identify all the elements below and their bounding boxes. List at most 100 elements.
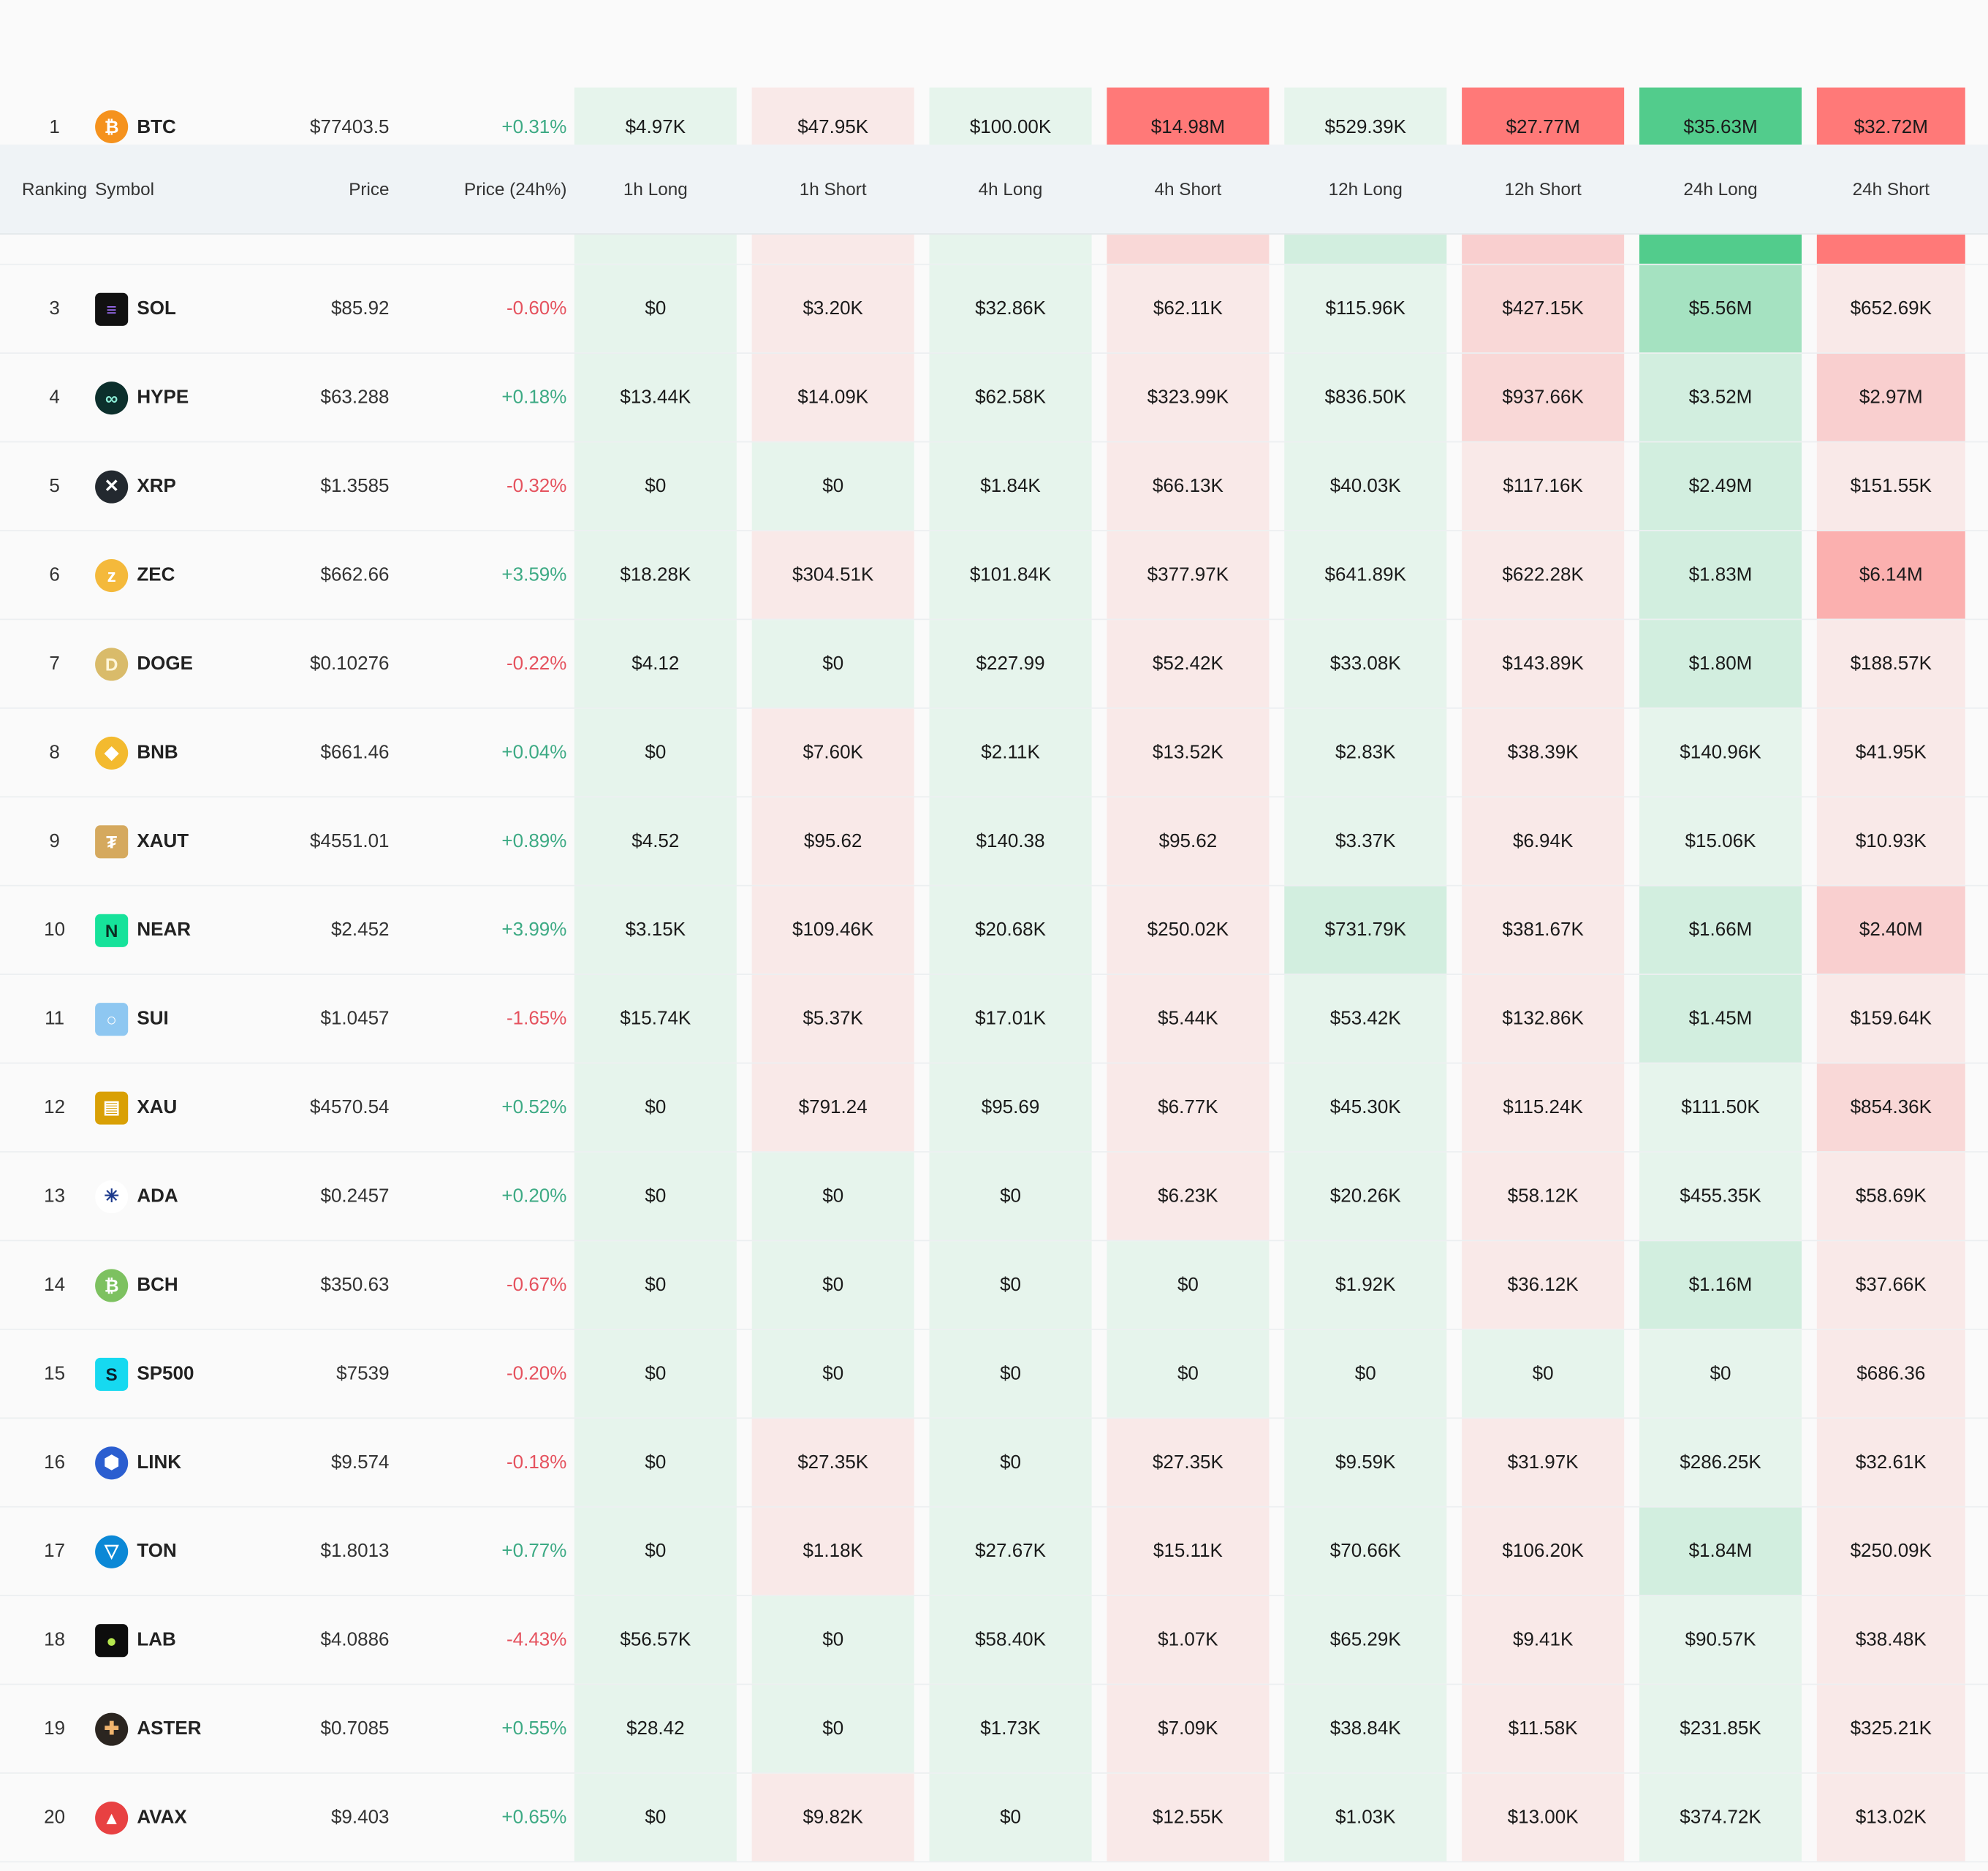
header-12h-long[interactable]: 12h Long (1328, 178, 1403, 200)
cell-heat-bg (1816, 1507, 1965, 1595)
symbol-ticker[interactable]: DOGE (137, 653, 193, 675)
table-row[interactable]: 1 ₿ BTC $77403.5 +0.31% $4.97K $47.95K $100.00K… (0, 87, 1988, 146)
liquidation-value-cell: $304.51K (792, 563, 874, 586)
cell-heat-bg (929, 1595, 1092, 1684)
symbol-ticker[interactable]: XAUT (137, 830, 189, 852)
ranking-cell: 17 (44, 1540, 66, 1563)
liquidation-value-cell: $31.97K (1507, 1451, 1579, 1473)
symbol-ticker[interactable]: ADA (137, 1185, 178, 1207)
table-row[interactable]: 7 D DOGE $0.10276 -0.22% $4.12 $0 $227.99 $52.42… (0, 620, 1988, 709)
header-24h-long[interactable]: 24h Long (1683, 178, 1758, 200)
symbol-ticker[interactable]: AVAX (137, 1806, 187, 1829)
header-4h-short[interactable]: 4h Short (1154, 178, 1222, 200)
cell-heat-bg (1462, 1507, 1625, 1595)
symbol-ticker[interactable]: ASTER (137, 1718, 202, 1740)
header-1h-long[interactable]: 1h Long (623, 178, 688, 200)
cell-heat-bg (1639, 1152, 1802, 1240)
symbol-ticker[interactable]: LAB (137, 1629, 176, 1651)
header-12h-short[interactable]: 12h Short (1504, 178, 1582, 200)
symbol-ticker[interactable]: XAU (137, 1096, 178, 1119)
cell-heat-bg (929, 233, 1092, 264)
cell-heat-bg (751, 886, 914, 974)
ranking-cell: 16 (44, 1451, 66, 1473)
table-row[interactable]: 4 ∞ HYPE $63.288 +0.18% $13.44K $14.09K $62.58K… (0, 353, 1988, 443)
liquidation-value-cell: $9.59K (1335, 1451, 1396, 1473)
liquidation-value-cell: $58.40K (975, 1629, 1047, 1651)
table-row[interactable]: 10 N NEAR $2.452 +3.99% $3.15K $109.46K $20.68K… (0, 886, 1988, 975)
dogecoin-icon: D (95, 647, 129, 680)
liquidation-value-cell: $111.50K (1681, 1096, 1760, 1119)
symbol-ticker[interactable]: SOL (137, 297, 176, 320)
cell-heat-bg (574, 87, 737, 146)
table-row[interactable]: 20 ▲ AVAX $9.403 +0.65% $0 $9.82K $0 $12.55K $1.0… (0, 1773, 1988, 1863)
symbol-ticker[interactable]: BCH (137, 1274, 178, 1296)
liquidation-value-cell: $13.02K (1855, 1806, 1927, 1829)
symbol-ticker[interactable]: NEAR (137, 919, 191, 941)
table-row[interactable]: 19 ✚ ASTER $0.7085 +0.55% $28.42 $0 $1.73K $7.09… (0, 1685, 1988, 1774)
cell-heat-bg (1816, 1329, 1965, 1418)
liquidation-value-cell: $529.39K (1324, 116, 1406, 139)
cell-heat-bg (1284, 233, 1447, 264)
table-row[interactable]: 3 ≡ SOL $85.92 -0.60% $0 $3.20K $32.86K $62.11K $… (0, 265, 1988, 354)
price-change-cell: -0.60% (506, 297, 567, 320)
symbol-ticker[interactable]: SP500 (137, 1362, 194, 1385)
cell-heat-bg (1462, 708, 1625, 797)
table-row[interactable]: 11 ○ SUI $1.0457 -1.65% $15.74K $5.37K $17.01K $… (0, 974, 1988, 1064)
table-row[interactable]: 9 ₮ XAUT $4551.01 +0.89% $4.52 $95.62 $140.38 $9… (0, 797, 1988, 887)
table-row[interactable]: 17 ▽ TON $1.8013 +0.77% $0 $1.18K $27.67K $15.11… (0, 1507, 1988, 1596)
cell-heat-bg (574, 265, 737, 353)
table-row[interactable]: 16 ⬢ LINK $9.574 -0.18% $0 $27.35K $0 $27.35K $9.… (0, 1419, 1988, 1508)
header-24h-short[interactable]: 24h Short (1852, 178, 1930, 200)
symbol-ticker[interactable]: TON (137, 1540, 177, 1563)
cell-heat-bg (1284, 1329, 1447, 1418)
xrp-icon: ✕ (95, 469, 129, 503)
table-row[interactable]: 18 ● LAB $4.0886 -4.43% $56.57K $0 $58.40K $1.07… (0, 1595, 1988, 1685)
liquidation-value-cell: $115.96K (1325, 297, 1406, 320)
liquidation-value-cell: $2.11K (981, 741, 1040, 764)
header-change[interactable]: Price (24h%) (464, 178, 567, 200)
liquidation-value-cell: $686.36 (1856, 1362, 1926, 1385)
header-4h-long[interactable]: 4h Long (978, 178, 1043, 200)
header-price[interactable]: Price (349, 178, 390, 200)
cell-heat-bg (751, 1063, 914, 1152)
table-row[interactable]: 15 S SP500 $7539 -0.20% $0 $0 $0 $0 $0 $0 $0 $686.36 (0, 1329, 1988, 1419)
header-ranking[interactable]: Ranking (22, 178, 88, 200)
table-row[interactable]: 8 ◆ BNB $661.46 +0.04% $0 $7.60K $2.11K $13.52K $… (0, 708, 1988, 798)
cell-heat-bg (1639, 886, 1802, 974)
symbol-ticker[interactable]: SUI (137, 1008, 169, 1030)
cell-heat-bg (1816, 1241, 1965, 1329)
liquidation-value-cell: $41.95K (1855, 741, 1927, 764)
cell-heat-bg (1462, 1329, 1625, 1418)
cell-heat-bg (574, 974, 737, 1063)
table-row[interactable]: 13 ✳ ADA $0.2457 +0.20% $0 $0 $0 $6.23K $20.26K $5… (0, 1152, 1988, 1242)
symbol-ticker[interactable]: ZEC (137, 563, 175, 586)
table-row[interactable]: 6 z ZEC $662.66 +3.59% $18.28K $304.51K $101.84… (0, 531, 1988, 620)
liquidation-value-cell: $4.12 (631, 653, 680, 675)
cell-heat-bg (1107, 1063, 1270, 1152)
header-1h-short[interactable]: 1h Short (799, 178, 867, 200)
price-change-cell: +3.99% (501, 919, 567, 941)
liquidation-value-cell: $2.49M (1688, 475, 1753, 498)
table-row[interactable]: 12 ▤ XAU $4570.54 +0.52% $0 $791.24 $95.69 $6.77… (0, 1063, 1988, 1153)
cell-heat-bg (1462, 886, 1625, 974)
symbol-ticker[interactable]: LINK (137, 1451, 182, 1473)
liquidation-value-cell: $641.89K (1324, 563, 1406, 586)
cell-heat-bg (574, 1329, 737, 1418)
liquidation-value-cell: $2.97M (1859, 387, 1923, 409)
liquidation-value-cell: $13.44K (620, 387, 691, 409)
symbol-cell: D DOGE (95, 620, 273, 707)
symbol-ticker[interactable]: BTC (137, 116, 176, 139)
symbol-ticker[interactable]: BNB (137, 741, 178, 764)
symbol-ticker[interactable]: XRP (137, 475, 176, 498)
table-row[interactable]: 14 ₿ BCH $350.63 -0.67% $0 $0 $0 $0 $1.92K $36.12K… (0, 1241, 1988, 1330)
liquidation-value-cell: $18.28K (620, 563, 691, 586)
cell-heat-bg (1462, 265, 1625, 353)
cell-heat-bg (1816, 442, 1965, 531)
ranking-cell: 5 (49, 475, 60, 498)
table-row[interactable]: 5 ✕ XRP $1.3585 -0.32% $0 $0 $1.84K $66.13K $40.0… (0, 442, 1988, 531)
symbol-ticker[interactable]: HYPE (137, 387, 189, 409)
cell-heat-bg (1816, 1152, 1965, 1240)
liquidation-value-cell: $0 (1000, 1451, 1022, 1473)
header-symbol[interactable]: Symbol (95, 178, 155, 200)
price-change-cell: -0.20% (506, 1362, 567, 1385)
